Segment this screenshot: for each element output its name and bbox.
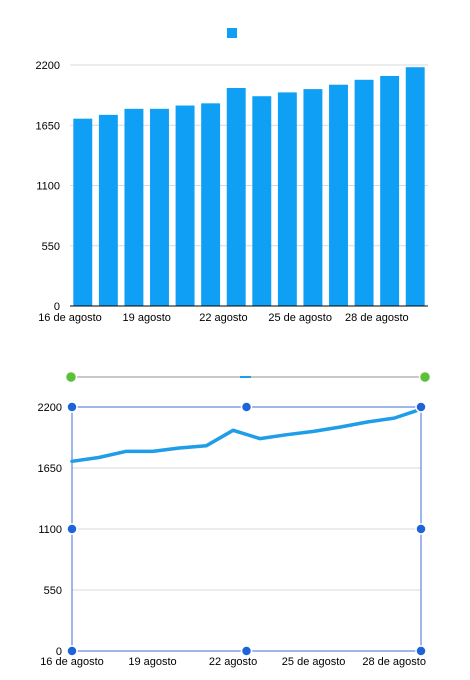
x-tick-label: 28 de agosto (345, 312, 409, 324)
resize-handle[interactable] (415, 401, 427, 413)
series-line[interactable] (70, 407, 423, 464)
resize-handle[interactable] (415, 645, 427, 657)
y-tick-label: 550 (44, 585, 62, 597)
data-point[interactable] (151, 449, 155, 453)
data-point[interactable] (70, 459, 74, 463)
bar[interactable] (175, 105, 195, 306)
y-tick-label: 1650 (36, 120, 60, 132)
bar[interactable] (201, 103, 221, 306)
bar[interactable] (277, 92, 297, 307)
x-tick-label: 19 agosto (128, 656, 176, 668)
resize-handle[interactable] (66, 401, 78, 413)
bar[interactable] (98, 114, 118, 306)
data-point[interactable] (204, 444, 208, 448)
y-tick-label: 1100 (36, 181, 60, 193)
bar[interactable] (303, 89, 323, 306)
bar[interactable] (354, 79, 374, 306)
x-tick-label: 22 agosto (199, 312, 247, 324)
bar[interactable] (329, 84, 348, 306)
bar[interactable] (405, 67, 425, 306)
bar[interactable] (226, 88, 246, 306)
y-tick-label: 2200 (38, 402, 62, 414)
x-tick-label: 16 de agosto (38, 312, 102, 324)
x-tick-label: 19 agosto (123, 312, 171, 324)
x-tick-label: 25 de agosto (282, 656, 346, 668)
resize-handle[interactable] (240, 645, 253, 657)
y-tick-label: 0 (54, 301, 60, 313)
data-point[interactable] (392, 416, 396, 420)
resize-handle[interactable] (66, 523, 78, 535)
legend-left-handle[interactable] (64, 370, 78, 384)
legend-right-handle[interactable] (418, 370, 432, 384)
y-tick-label: 1650 (38, 463, 62, 475)
x-tick-label: 25 de agosto (268, 312, 332, 324)
y-tick-label: 550 (42, 241, 60, 253)
x-tick-label: 28 de agosto (362, 656, 426, 668)
bar[interactable] (380, 75, 400, 306)
data-point[interactable] (124, 449, 128, 453)
bar[interactable] (252, 96, 272, 306)
data-point[interactable] (258, 437, 262, 441)
bar[interactable] (73, 118, 93, 306)
y-tick-label: 1100 (38, 524, 62, 536)
x-tick-label: 16 de agosto (40, 656, 104, 668)
bar[interactable] (150, 108, 169, 307)
line-chart[interactable]: 0 550 1100 1650 2200 16 de agosto 19 agosto 22 … (38, 370, 432, 669)
y-tick-label: 2200 (36, 60, 60, 72)
data-point[interactable] (365, 420, 369, 424)
data-point[interactable] (338, 425, 342, 429)
resize-handle[interactable] (66, 645, 78, 657)
y-tick-label: 0 (56, 646, 62, 658)
bar-chart[interactable]: 0 550 1100 1650 2200 16 de agosto 19 agosto 22 … (36, 28, 428, 324)
resize-handle[interactable] (415, 523, 427, 535)
data-point[interactable] (231, 428, 235, 432)
data-point[interactable] (177, 446, 181, 450)
data-point[interactable] (97, 455, 101, 459)
x-tick-label: 22 agosto (209, 656, 257, 668)
data-point[interactable] (312, 429, 316, 433)
data-point[interactable] (285, 433, 289, 437)
legend-swatch[interactable] (227, 28, 237, 38)
resize-handle[interactable] (240, 401, 253, 413)
bar[interactable] (124, 108, 144, 307)
